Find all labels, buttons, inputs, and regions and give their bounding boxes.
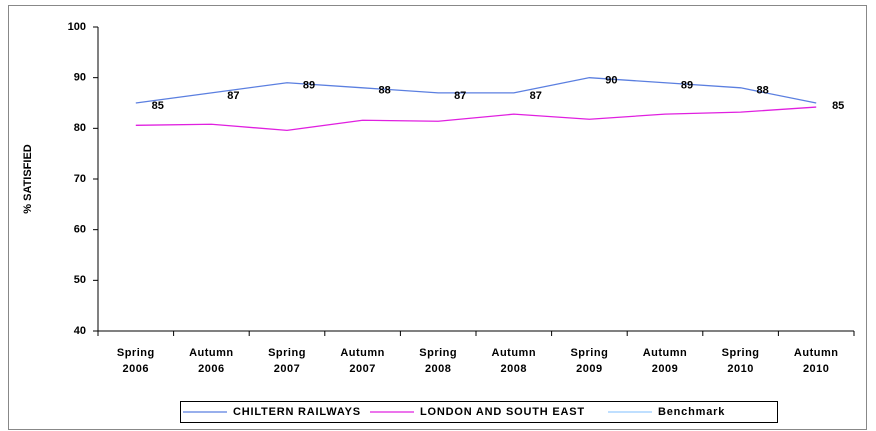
y-tick-label: 60 — [74, 224, 86, 236]
data-label: 87 — [454, 90, 466, 102]
y-tick-label: 100 — [68, 21, 86, 33]
data-label: 88 — [756, 85, 768, 97]
data-label: 89 — [681, 80, 693, 92]
y-tick-label: 70 — [74, 173, 86, 185]
y-tick-label: 40 — [74, 325, 86, 337]
data-label: 88 — [378, 85, 390, 97]
x-tick-label: Spring 2009 — [570, 347, 609, 375]
y-axis-title: % SATISFIED — [22, 144, 34, 214]
legend-label: Benchmark — [658, 406, 725, 418]
x-tick-label: Autumn 2008 — [491, 347, 537, 375]
x-tick-label: Autumn 2006 — [189, 347, 234, 375]
legend-label: LONDON AND SOUTH EAST — [420, 406, 585, 418]
x-tick-label: Spring 2007 — [268, 347, 306, 375]
x-tick-label: Spring 2008 — [419, 347, 458, 375]
data-label: 90 — [605, 75, 617, 87]
x-tick-label: Autumn 2009 — [642, 347, 688, 375]
legend-label: CHILTERN RAILWAYS — [233, 406, 361, 418]
x-tick-label: Spring 2010 — [721, 347, 760, 375]
y-tick-label: 80 — [74, 122, 86, 134]
data-label: 85 — [152, 100, 164, 112]
chart-border — [8, 5, 867, 430]
legend — [180, 401, 778, 423]
x-tick-label: Spring 2006 — [116, 347, 155, 375]
x-tick-label: Autumn 2010 — [793, 347, 839, 375]
y-tick-label: 50 — [74, 274, 86, 286]
data-label: 85 — [832, 100, 844, 112]
series-line — [135, 77, 817, 104]
data-label: 89 — [303, 80, 315, 92]
data-label: 87 — [227, 90, 239, 102]
y-tick-label: 90 — [74, 72, 86, 84]
data-label: 87 — [530, 90, 542, 102]
series-line — [135, 106, 817, 132]
x-tick-label: Autumn 2007 — [340, 347, 385, 375]
